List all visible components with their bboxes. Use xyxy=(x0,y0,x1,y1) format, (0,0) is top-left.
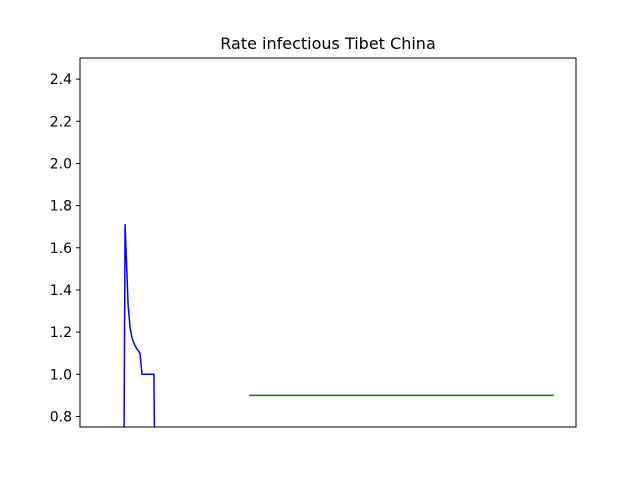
y-tick-label: 2.2 xyxy=(50,114,72,130)
y-tick-label: 2.4 xyxy=(50,72,72,88)
y-tick-label: 1.2 xyxy=(50,325,72,341)
series-line-1 xyxy=(123,223,156,427)
chart-title: Rate infectious Tibet China xyxy=(220,34,436,53)
y-tick-label: 2.0 xyxy=(50,156,72,172)
y-tick-label: 1.6 xyxy=(50,241,72,257)
plot-area xyxy=(79,57,577,428)
y-axis: 0.8 1.0 1.2 1.4 1.6 1.8 2.0 2.2 2.4 xyxy=(50,72,80,425)
plot-frame xyxy=(79,57,577,428)
y-tick-label: 1.0 xyxy=(50,367,72,383)
y-tick-label: 1.4 xyxy=(50,283,72,299)
y-tick-label: 1.8 xyxy=(50,199,72,215)
y-tick-label: 0.8 xyxy=(50,409,72,425)
